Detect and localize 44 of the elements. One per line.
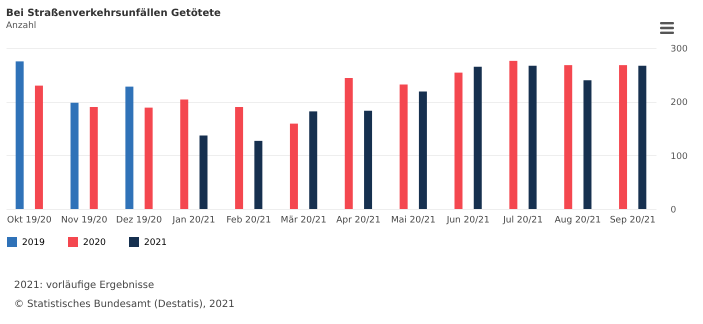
bar: [583, 80, 592, 209]
bar: [309, 111, 318, 209]
bar: [418, 91, 427, 209]
bar: [619, 65, 628, 209]
bar: [638, 66, 646, 209]
x-tick-label: Jun 20/21: [446, 216, 490, 226]
x-tick-label: Jan 20/21: [172, 216, 216, 226]
x-tick-label: Apr 20/21: [336, 216, 381, 226]
bar: [290, 124, 298, 209]
x-tick-label: Jul 20/21: [502, 216, 543, 226]
x-tick-label: Mai 20/21: [390, 216, 436, 226]
bar: [254, 140, 262, 209]
bar: [474, 66, 482, 209]
text: 2021: vorläufige Ergebnisse: [14, 279, 156, 293]
bar: [528, 66, 537, 209]
bar: [200, 135, 208, 209]
y-tick-label: 200: [670, 98, 688, 108]
bar: [125, 86, 134, 209]
legend-label: 2020: [83, 238, 106, 248]
y-tick-label: 100: [670, 152, 688, 162]
bar: [344, 78, 353, 209]
y-tick-label: 0: [670, 206, 676, 216]
x-tick-label: Dez 19/20: [116, 216, 162, 226]
text: © Statistisches Bundesamt (Destatis), 2021: [14, 298, 235, 312]
bar: [509, 60, 518, 209]
bar: [180, 100, 188, 209]
chart-subtitle: Anzahl: [6, 21, 36, 31]
bar: [400, 84, 408, 209]
x-tick-label: Sep 20/21: [610, 216, 656, 226]
chart-title: Bei Straßenverkehrsunfällen Getötete: [6, 8, 222, 19]
bar: [454, 72, 462, 209]
bar: [235, 107, 244, 209]
legend-label: 2019: [22, 238, 46, 248]
x-tick-label: Aug 20/21: [554, 216, 602, 226]
bar: [16, 61, 24, 209]
y-tick-label: 300: [670, 44, 688, 54]
bar: [364, 110, 372, 209]
x-tick-label: Okt 19/20: [7, 216, 52, 226]
x-tick-label: Feb 20/21: [226, 216, 272, 226]
x-tick-label: Nov 19/20: [60, 216, 108, 226]
legend-label: 2021: [144, 238, 167, 248]
bar: [70, 102, 79, 209]
x-tick-label: Mär 20/21: [280, 216, 326, 226]
bar: [564, 65, 572, 209]
